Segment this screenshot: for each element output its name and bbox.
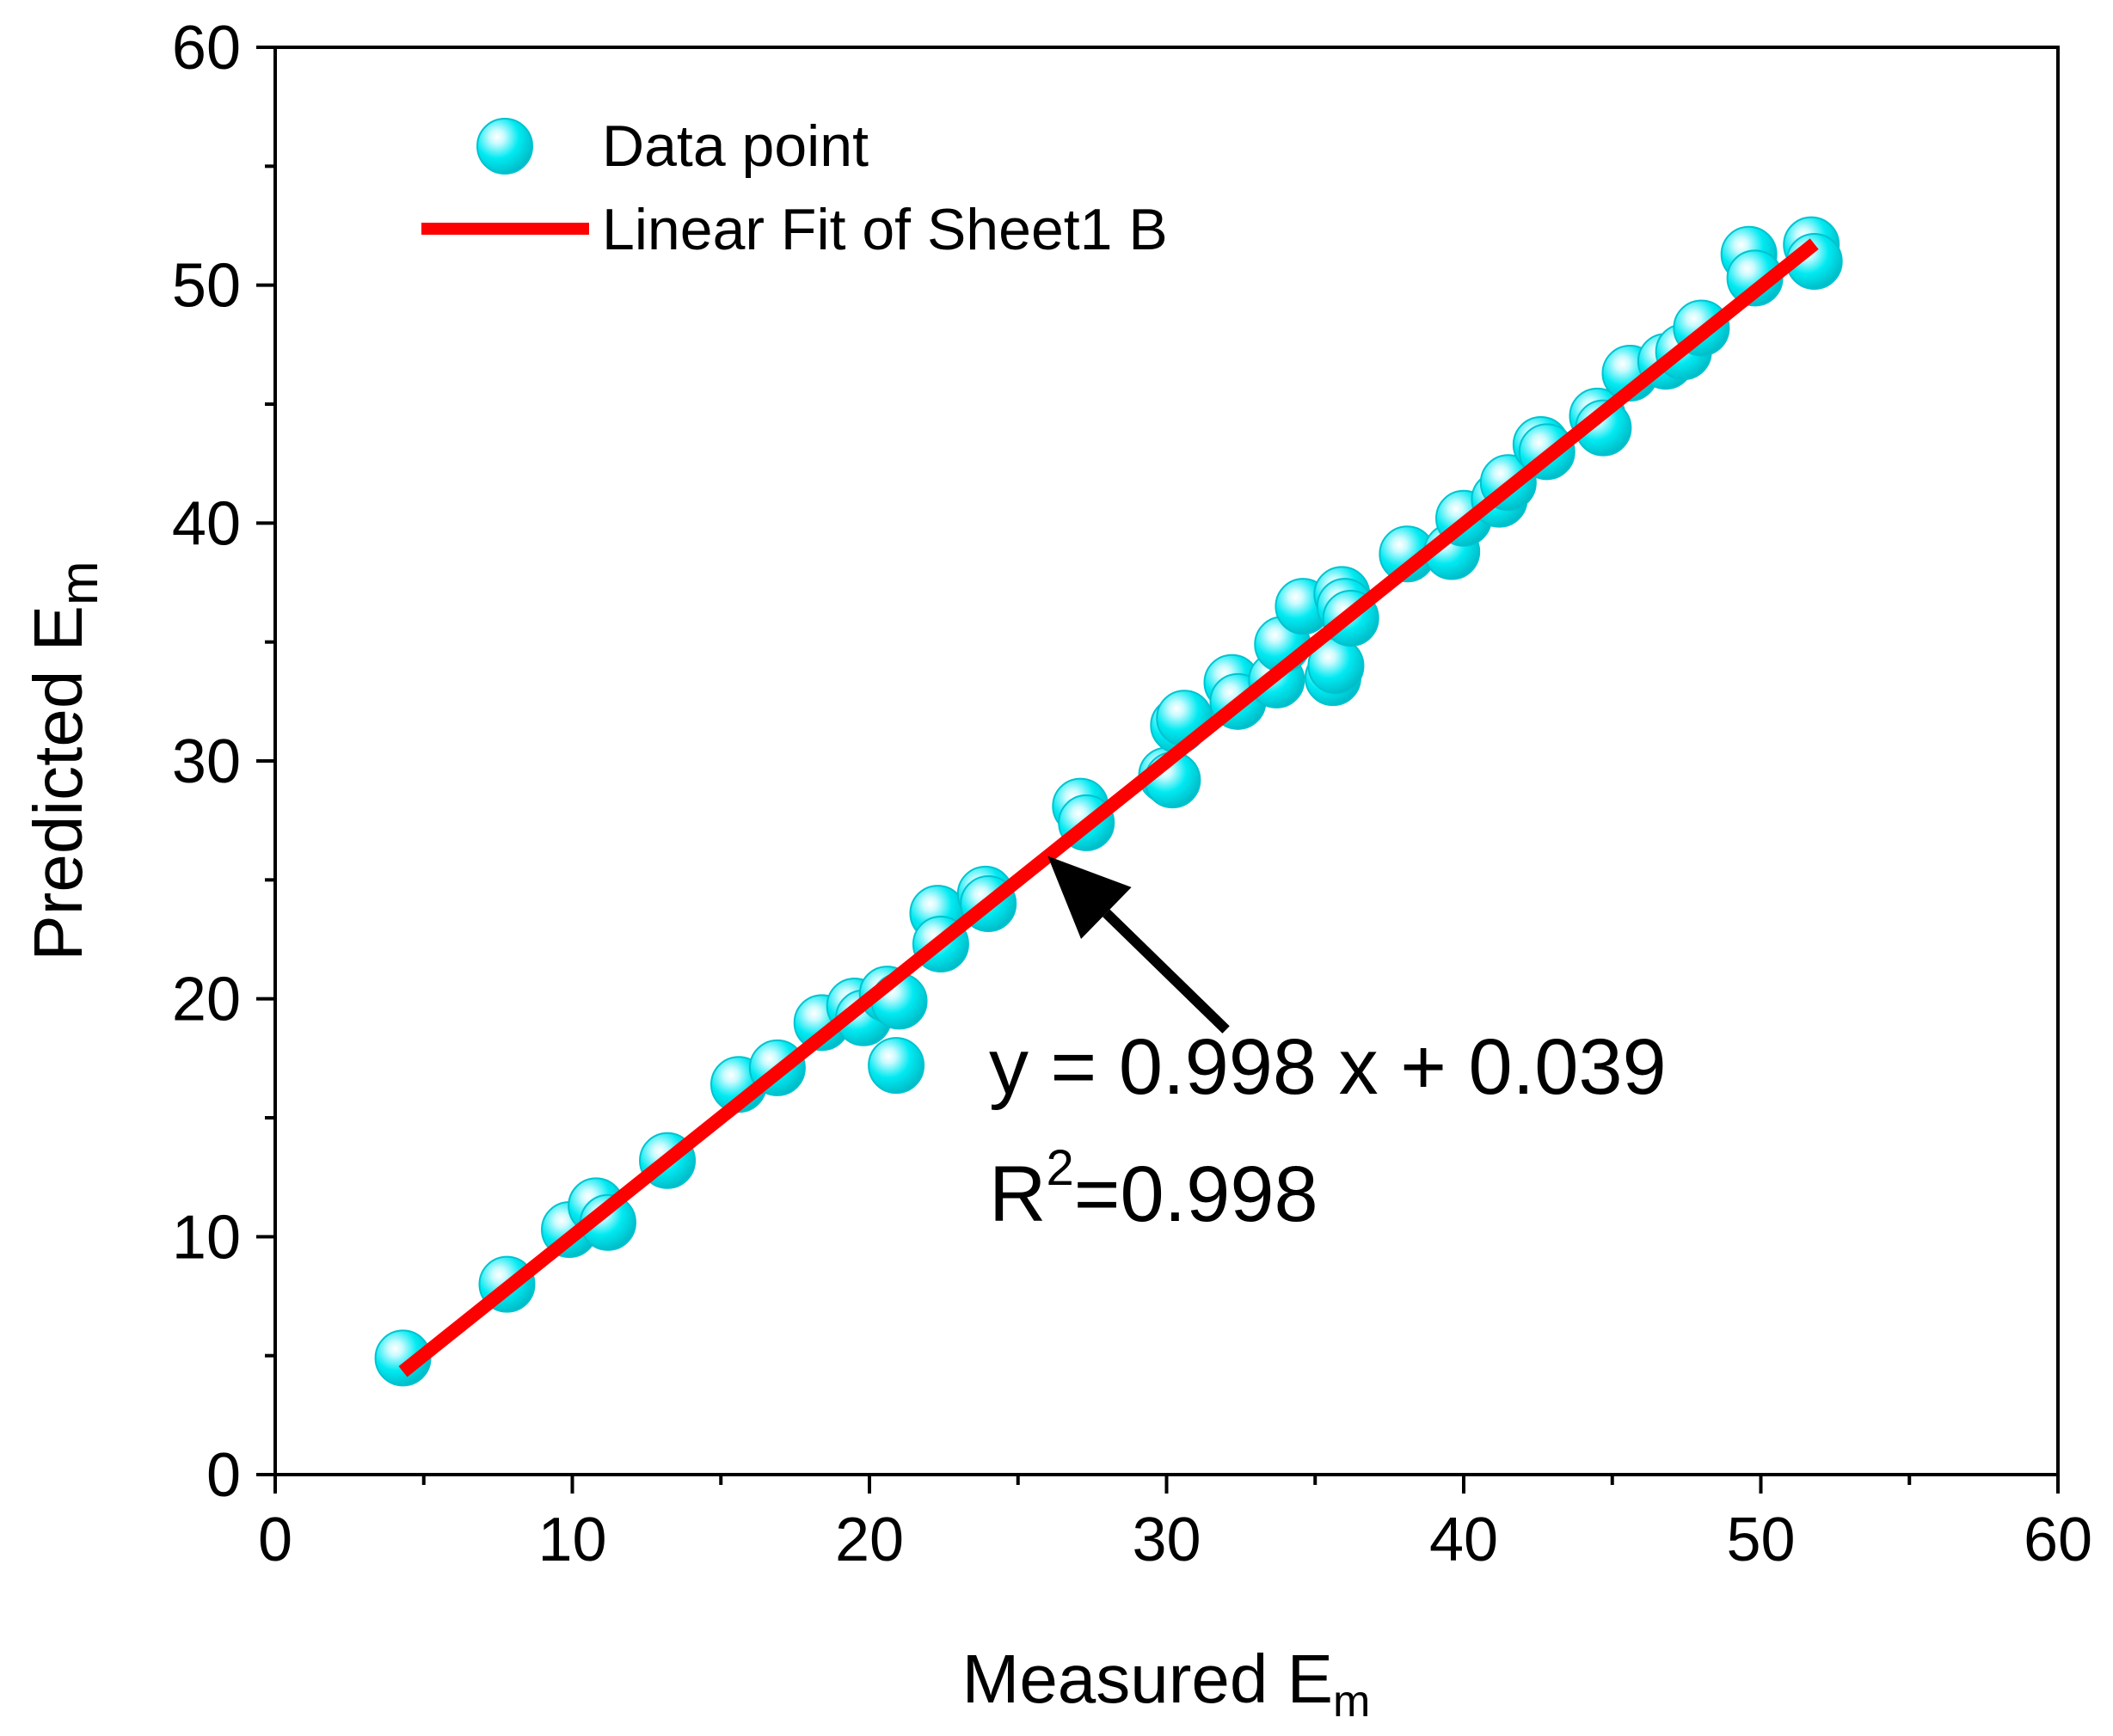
x-axis-title-main: Measured E — [962, 1641, 1333, 1717]
legend: Data point Linear Fit of Sheet1 B — [421, 113, 1168, 262]
legend-label-data-point: Data point — [602, 113, 869, 179]
x-tick-label-40: 40 — [1429, 1506, 1498, 1574]
r-squared-symbol: R — [989, 1150, 1046, 1238]
y-tick-label-40: 40 — [172, 489, 241, 558]
y-tick-label-60: 60 — [172, 14, 241, 83]
annotation-arrow-head — [1047, 856, 1132, 940]
r-squared-value: =0.998 — [1074, 1150, 1318, 1238]
x-axis-title: Measured Em — [962, 1641, 1371, 1727]
x-axis-title-sub: m — [1333, 1677, 1370, 1727]
r-squared-label: R2=0.998 — [989, 1140, 1318, 1238]
y-tick-label-30: 30 — [172, 727, 241, 796]
fit-equation: y = 0.998 x + 0.039 — [989, 1023, 1667, 1111]
y-axis-title-sub: m — [50, 561, 109, 605]
x-tick-label-50: 50 — [1726, 1506, 1795, 1574]
y-axis-title: Predicted Em — [20, 561, 109, 960]
y-tick-label-50: 50 — [172, 252, 241, 321]
x-tick-label-0: 0 — [258, 1506, 292, 1574]
legend-marker-data-point — [476, 118, 533, 175]
r-squared-superscript: 2 — [1046, 1140, 1073, 1196]
annotation-arrow-shaft — [1103, 909, 1230, 1034]
y-axis-title-main: Predicted E — [20, 605, 96, 961]
legend-label-linear-fit: Linear Fit of Sheet1 B — [602, 197, 1168, 262]
data-point-12 — [868, 1037, 925, 1095]
y-tick-label-10: 10 — [172, 1203, 241, 1272]
x-tick-label-20: 20 — [835, 1506, 904, 1574]
linear-fit-line — [398, 238, 1819, 1377]
x-tick-label-10: 10 — [537, 1506, 606, 1574]
y-tick-label-20: 20 — [172, 966, 241, 1034]
x-tick-label-60: 60 — [2024, 1506, 2092, 1574]
y-tick-label-0: 0 — [206, 1441, 241, 1510]
x-tick-label-30: 30 — [1132, 1506, 1201, 1574]
